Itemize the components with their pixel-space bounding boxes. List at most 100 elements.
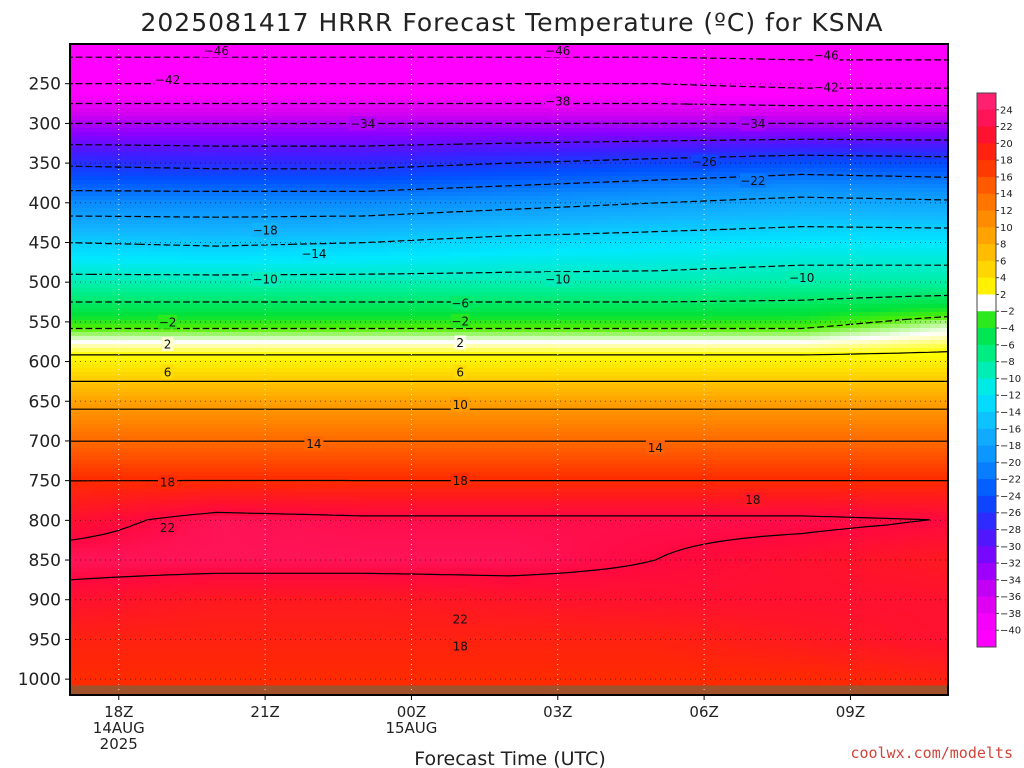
contour-label-bg — [450, 295, 470, 310]
contour-label: −38 — [545, 95, 570, 109]
colorbar-label: −34 — [1000, 575, 1021, 586]
contour-label: −34 — [740, 117, 765, 131]
colorbar-swatch — [977, 277, 996, 295]
contour-label: 18 — [453, 474, 468, 488]
colorbar-swatch — [977, 143, 996, 161]
y-tick-label: 350 — [29, 154, 61, 174]
colorbar-swatch — [977, 529, 996, 547]
colorbar-swatch — [977, 596, 996, 614]
colorbar-label: −36 — [1000, 592, 1021, 603]
contour-labels: −46 −46 −46−42−42−38−34 −34−26−22−18−14−10−… — [154, 43, 840, 653]
chart-title: 2025081417 HRRR Forecast Temperature (ºC… — [141, 8, 884, 37]
contour-label-bg — [450, 611, 470, 626]
contour-label-bg — [544, 43, 572, 58]
y-tick-label: 900 — [29, 591, 61, 611]
contour-label-bg — [251, 222, 279, 237]
colorbar-label: −12 — [1000, 391, 1021, 402]
colorbar-swatch — [977, 613, 996, 631]
contour-label-bg — [158, 314, 178, 329]
colorbar-swatch — [977, 579, 996, 598]
colorbar-label: 10 — [1000, 223, 1013, 234]
colorbar: 24 22 20 18 16 14 12 10 8 6 4 2 −2 −4 −6 −8 −10 −12 −14 −16… — [976, 92, 1021, 648]
contour-line — [70, 351, 948, 356]
y-tick-label: 500 — [29, 273, 61, 293]
contour-label-bg — [454, 335, 466, 350]
y-tick-label: 950 — [29, 630, 61, 650]
plot-grid — [70, 44, 948, 695]
contour-label-bg — [154, 72, 181, 87]
colorbar-swatch — [977, 260, 996, 279]
contour-label: 18 — [745, 493, 760, 507]
contour-label: 18 — [453, 639, 468, 653]
colorbar-swatch — [977, 109, 996, 128]
contour-label: −42 — [155, 73, 180, 87]
contour-line — [70, 226, 948, 247]
contour-label: 18 — [160, 476, 175, 490]
y-tick-label: 250 — [29, 75, 61, 95]
x-tick-label: 06Z — [689, 703, 718, 721]
contour-label-bg — [158, 475, 178, 490]
contour-label-bg — [161, 337, 174, 352]
colorbar-swatch — [977, 361, 996, 379]
colorbar-swatch — [977, 428, 996, 447]
colorbar-swatch — [977, 227, 996, 245]
colorbar-swatch — [977, 445, 996, 463]
x-tick-label: 03Z — [543, 703, 572, 721]
y-axis: 250 300 350 400 450 500 550 600 650 700 750 800 850 9… — [18, 75, 70, 690]
x-tick-label: 09Z — [836, 703, 865, 721]
colorbar-label: 14 — [1000, 189, 1013, 200]
contour-label: −46 — [545, 44, 570, 58]
contour-label: 10 — [453, 398, 468, 412]
colorbar-swatch — [977, 193, 996, 212]
colorbar-label: −40 — [1000, 626, 1021, 637]
contour-label-bg — [300, 246, 328, 261]
colorbar-swatch — [977, 244, 996, 262]
colorbar-label: −2 — [1000, 307, 1015, 318]
colorbar-frame — [976, 92, 997, 648]
contour-label: −34 — [350, 117, 375, 131]
colorbar-swatch — [977, 311, 996, 329]
contour-label: 14 — [648, 441, 663, 455]
colorbar-label: 18 — [1000, 156, 1013, 167]
contour-label: 6 — [164, 365, 172, 379]
contour-line — [70, 511, 930, 581]
contour-label-bg — [450, 397, 470, 412]
colorbar-label: −14 — [1000, 407, 1021, 418]
contour-label-bg — [450, 314, 470, 329]
contour-label-bg — [450, 638, 470, 653]
contour-label: −2 — [451, 315, 469, 329]
contour-label: 22 — [453, 612, 468, 626]
y-tick-label: 550 — [29, 313, 61, 333]
contour-label: 22 — [160, 521, 175, 535]
source-credit[interactable]: coolwx.com/modelts — [850, 744, 1013, 762]
colorbar-swatch — [977, 395, 996, 413]
colorbar-label: 20 — [1000, 139, 1013, 150]
colorbar-swatch — [977, 630, 996, 648]
y-tick-label: 300 — [29, 114, 61, 134]
colorbar-swatch — [977, 93, 996, 111]
contour-label: −10 — [545, 272, 570, 286]
colorbar-swatch — [977, 160, 996, 178]
contour-label-bg — [161, 364, 174, 379]
contour-line — [70, 173, 948, 192]
contour-label: −6 — [451, 296, 469, 310]
contour-label: −2 — [159, 315, 177, 329]
x-tick-label: 18Z — [104, 703, 133, 721]
colorbar-swatch — [977, 479, 996, 497]
contour-label: −10 — [252, 272, 277, 286]
y-tick-label: 850 — [29, 551, 61, 571]
contour-label-bg — [788, 270, 815, 285]
x-tick-label: 00Z — [397, 703, 426, 721]
colorbar-swatch — [977, 294, 996, 312]
colorbar-label: 8 — [1000, 240, 1006, 251]
colorbar-label: 12 — [1000, 206, 1013, 217]
contour-label: −46 — [813, 49, 838, 63]
colorbar-label: −10 — [1000, 374, 1021, 385]
x-tick-label: 15AUG — [385, 719, 437, 737]
colorbar-label: 4 — [1000, 273, 1006, 284]
colorbar-label: 16 — [1000, 172, 1013, 183]
colorbar-label: −32 — [1000, 559, 1021, 570]
contour-line — [70, 56, 948, 61]
contour-label-bg — [349, 116, 376, 131]
